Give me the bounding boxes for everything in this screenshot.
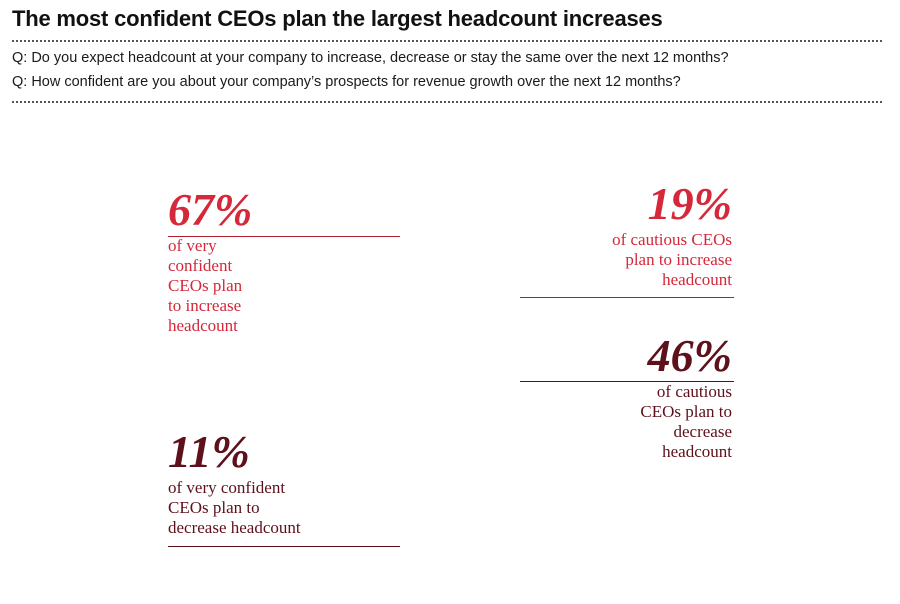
label-very-confident-increase-text: of very confident CEOs plan to increase … (168, 236, 243, 335)
chart-title: The most confident CEOs plan the largest… (12, 6, 663, 31)
questions-divider (12, 101, 882, 103)
annotation-very-confident-decrease: 11% of very confident CEOs plan to decre… (168, 428, 301, 538)
label-cautious-increase-text: of cautious CEOs plan to increase headco… (612, 230, 732, 289)
label-19-percent: 19% (647, 178, 732, 229)
leader-line-cautious-decrease (520, 381, 734, 382)
cautious-remainder-fill (490, 118, 630, 600)
annotation-cautious-decrease: 46% of cautious CEOs plan to decrease he… (640, 332, 732, 462)
label-11-percent: 11% (168, 426, 250, 477)
cautious-increase-bar (490, 296, 630, 600)
label-67-percent: 67% (168, 184, 253, 235)
question-headcount: Q: Do you expect headcount at your compa… (12, 50, 729, 66)
label-46-percent: 46% (647, 330, 732, 381)
annotation-cautious-increase: 19% of cautious CEOs plan to increase he… (612, 180, 732, 290)
cautious-decrease-bar (490, 377, 630, 600)
very-confident-decrease-bar (270, 544, 430, 604)
label-very-confident-decrease-text: of very confident CEOs plan to decrease … (168, 478, 301, 537)
leader-line-very-confident-increase (168, 236, 400, 237)
label-cautious-decrease-text: of cautious CEOs plan to decrease headco… (640, 382, 732, 461)
leader-line-cautious-increase (520, 297, 734, 298)
question-confidence: Q: How confident are you about your comp… (12, 74, 681, 90)
leader-line-very-confident-decrease (168, 546, 400, 547)
annotation-very-confident-increase: 67% of very confident CEOs plan to incre… (168, 186, 252, 336)
title-divider (12, 40, 882, 42)
